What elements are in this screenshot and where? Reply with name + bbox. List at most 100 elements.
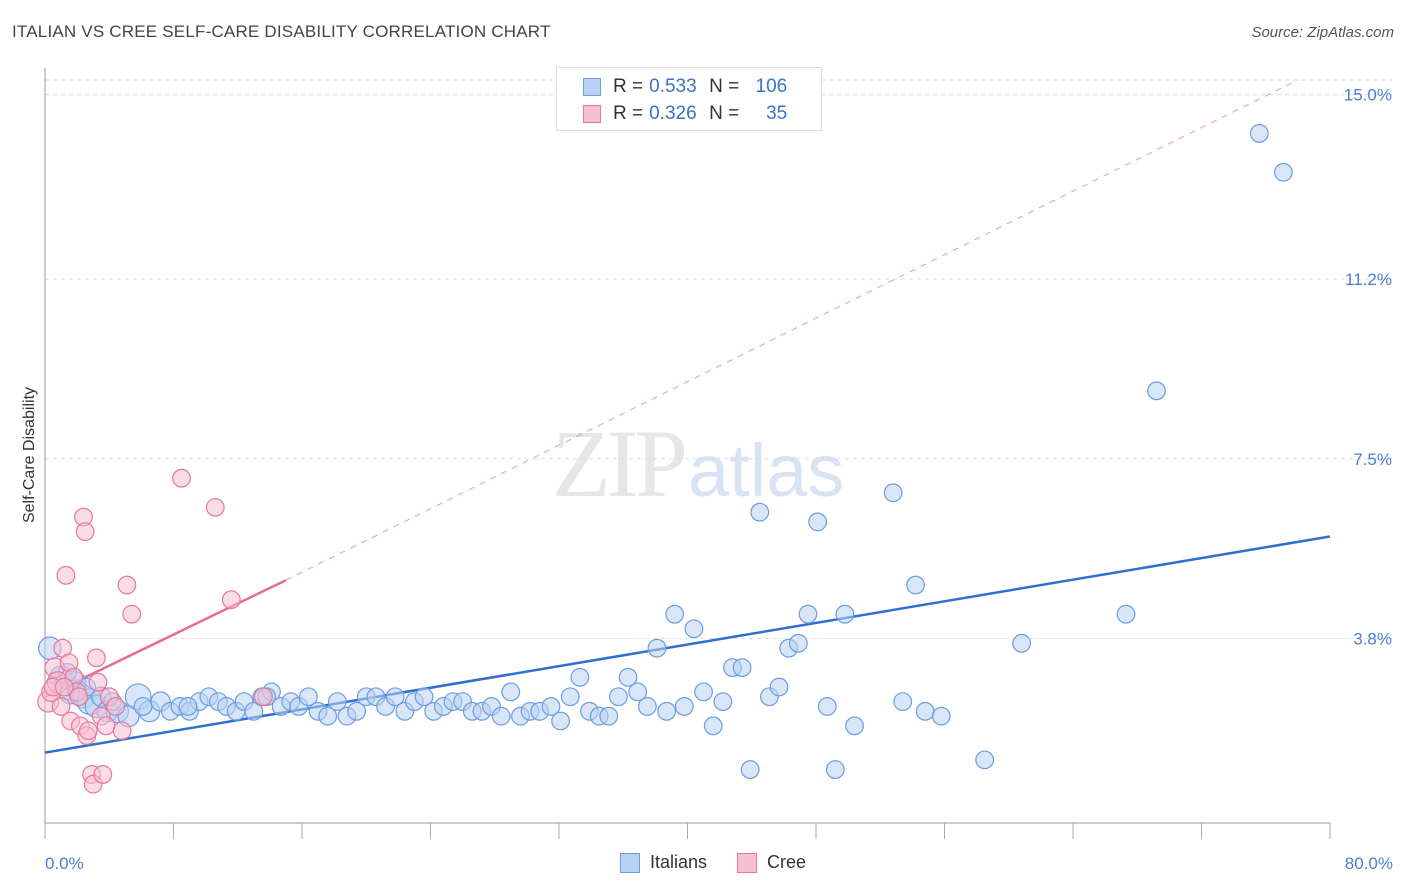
grid-layer — [45, 79, 1392, 639]
italians-point — [732, 658, 752, 678]
chart-source: Source: ZipAtlas.com — [1251, 24, 1394, 41]
x-tick-label-min: 0.0% — [45, 854, 84, 873]
italians-point — [750, 502, 770, 522]
bottom-legend-italians: Italians — [620, 852, 707, 873]
italians-point — [133, 697, 153, 716]
italians-point — [694, 682, 713, 702]
italians-point — [931, 706, 951, 726]
chart-title: ITALIAN VS CREE SELF-CARE DISABILITY COR… — [12, 22, 551, 41]
italians-point — [703, 716, 723, 736]
italians-point — [915, 701, 935, 721]
italians-point — [1012, 633, 1031, 653]
legend-r-value-cree: 0.326 — [649, 103, 697, 124]
italians-point — [835, 604, 855, 624]
italians-point — [599, 706, 619, 726]
x-tick-label-max: 80.0% — [1345, 854, 1393, 873]
cree-point — [96, 716, 116, 736]
italians-point — [825, 760, 845, 779]
cree-point — [86, 648, 106, 668]
legend-r-label: R = — [613, 76, 644, 97]
italians-point — [609, 687, 628, 707]
italians-point — [414, 687, 434, 707]
y-tick-label: 7.5% — [1353, 450, 1392, 469]
italians-point — [1249, 124, 1269, 143]
italians-point — [788, 633, 808, 653]
bottom-legend-label-cree: Cree — [767, 852, 807, 872]
cree-point — [106, 697, 126, 716]
italians-point — [798, 604, 818, 624]
italians-point — [906, 575, 925, 595]
axis-layer — [44, 68, 1331, 839]
legend-row-italians: R = 0.533 N = 106 — [557, 73, 787, 101]
watermark-zip: ZIP — [552, 410, 688, 517]
italians-point — [347, 701, 367, 721]
italians-point — [299, 687, 318, 707]
legend-n-label: N = — [709, 76, 740, 97]
watermark: ZIPatlas — [552, 408, 844, 519]
legend-n-value-italians: 106 — [755, 76, 788, 97]
bottom-legend-swatch-italians — [620, 852, 640, 873]
points-layer — [37, 124, 1293, 794]
bottom-legend: Italians Cree — [620, 852, 836, 873]
legend-swatch-cree — [583, 105, 601, 123]
italians-point — [1274, 162, 1293, 182]
cree-point — [56, 565, 76, 585]
legend-r-label: R = — [613, 103, 644, 124]
y-tick-label: 15.0% — [1344, 86, 1392, 105]
legend-r-value-italians: 0.533 — [649, 76, 697, 97]
cree-point — [122, 604, 142, 624]
cree-point — [254, 687, 273, 707]
italians-point — [178, 697, 198, 716]
italians-point — [883, 483, 903, 503]
italians-point — [551, 711, 571, 731]
italians-point — [244, 701, 264, 721]
cree-point — [75, 522, 95, 542]
cree-point — [221, 590, 241, 610]
legend: R = 0.533 N = 106 R = 0.326 N = 35 — [556, 67, 822, 131]
italians-point — [975, 750, 995, 770]
cree-point — [51, 697, 71, 716]
cree-point — [205, 497, 225, 517]
cree-point — [54, 677, 74, 697]
italians-point — [740, 760, 760, 779]
italians-point — [637, 697, 657, 716]
italians-point — [501, 682, 521, 702]
italians-point — [769, 677, 789, 697]
italians-point — [541, 697, 561, 716]
italians-point — [491, 706, 511, 726]
italians-point — [1147, 381, 1166, 401]
italians-point — [674, 697, 694, 716]
italians-point — [385, 687, 405, 707]
italians-point — [560, 687, 580, 707]
italians-point — [618, 667, 638, 687]
italians-point — [893, 692, 913, 711]
cree-point — [69, 687, 89, 707]
italians-point — [1116, 604, 1136, 624]
cree-trend-extension — [285, 79, 1299, 581]
bottom-legend-label-italians: Italians — [650, 852, 708, 872]
italians-point — [570, 667, 590, 687]
trend-layer — [44, 79, 1331, 754]
italians-point — [684, 619, 704, 639]
cree-point — [93, 765, 113, 784]
italians-point — [713, 692, 733, 711]
bottom-legend-cree: Cree — [737, 852, 806, 873]
italians-point — [665, 604, 685, 624]
cree-point — [88, 672, 108, 692]
watermark-atlas: atlas — [688, 429, 845, 512]
bottom-legend-swatch-cree — [737, 852, 758, 873]
cree-point — [112, 721, 132, 741]
italians-point — [845, 716, 864, 736]
cree-point — [172, 468, 191, 488]
legend-swatch-italians — [583, 78, 601, 96]
cree-point — [78, 721, 98, 741]
legend-n-value-cree: 35 — [766, 103, 788, 124]
italians-point — [808, 512, 828, 532]
italians-point — [817, 697, 837, 716]
legend-n-label: N = — [709, 103, 740, 124]
legend-row-cree: R = 0.326 N = 35 — [557, 100, 787, 128]
italians-point — [327, 692, 347, 711]
cree-point — [117, 575, 137, 595]
y-tick-label: 11.2% — [1345, 270, 1392, 289]
